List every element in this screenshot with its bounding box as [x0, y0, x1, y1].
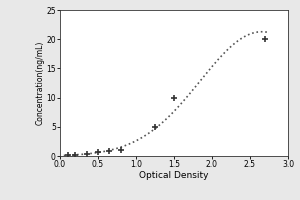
Y-axis label: Concentration(ng/mL): Concentration(ng/mL): [36, 41, 45, 125]
X-axis label: Optical Density: Optical Density: [139, 171, 209, 180]
